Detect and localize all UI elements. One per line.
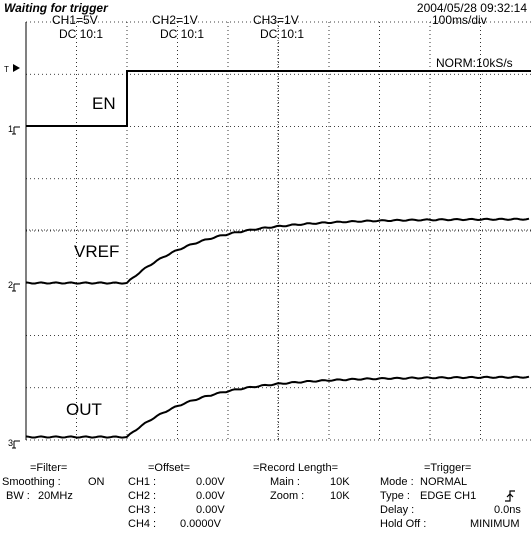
offset-ch1-value: 0.00V	[196, 476, 225, 488]
ch2-coupling: DC 10:1	[160, 27, 205, 41]
waveform-display: T 1 2 3	[4, 21, 531, 449]
trace-ch3-out	[25, 375, 530, 439]
offset-ch2-value: 0.00V	[196, 490, 225, 502]
trigger-holdoff-label: Hold Off :	[380, 518, 427, 530]
bandwidth-value: 20MHz	[38, 490, 73, 502]
offset-ch1-label: CH1 :	[128, 476, 157, 488]
trigger-holdoff-value: MINIMUM	[470, 518, 520, 530]
record-main-label: Main :	[270, 476, 300, 488]
filter-title: =Filter=	[30, 462, 68, 474]
trigger-delay-value: 0.0ns	[494, 504, 521, 516]
offset-ch3-value: 0.00V	[196, 504, 225, 516]
smoothing-value: ON	[88, 476, 105, 488]
trace-ch1-en	[26, 70, 531, 127]
status-text: Waiting for trigger	[4, 1, 108, 15]
svg-text:1: 1	[8, 124, 13, 134]
record-zoom-label: Zoom :	[270, 490, 305, 502]
datetime: 2004/05/28 09:32:14	[416, 1, 527, 15]
trigger-mode-label: Mode :	[380, 476, 414, 488]
svg-text:3: 3	[8, 438, 13, 448]
trigger-mode-value: NORMAL	[420, 476, 468, 488]
ch3-ground-marker: 3	[8, 438, 20, 449]
ch2-ground-marker: 2	[8, 280, 20, 292]
ch2-scale: CH2=1V	[152, 13, 198, 27]
record-title: =Record Length=	[253, 462, 339, 474]
offset-ch4-value: 0.0000V	[180, 518, 221, 530]
acquisition-mode: NORM:10kS/s	[436, 56, 513, 70]
offset-ch4-label: CH4 :	[128, 518, 157, 530]
ch3-scale: CH3=1V	[253, 13, 299, 27]
trigger-type-value: EDGE CH1	[420, 490, 477, 502]
trace-label-vref: VREF	[74, 242, 120, 261]
offset-title: =Offset=	[148, 462, 190, 474]
offset-ch2-label: CH2 :	[128, 490, 157, 502]
record-zoom-value: 10K	[330, 490, 350, 502]
trigger-title: =Trigger=	[424, 462, 472, 474]
ch3-coupling: DC 10:1	[260, 27, 305, 41]
trace-label-out: OUT	[66, 400, 102, 419]
smoothing-label: Smoothing :	[2, 476, 61, 488]
timebase: 100ms/div	[432, 13, 487, 27]
record-main-value: 10K	[330, 476, 350, 488]
ch1-coupling: DC 10:1	[59, 27, 104, 41]
trigger-type-label: Type :	[380, 490, 410, 502]
offset-ch3-label: CH3 :	[128, 504, 157, 516]
svg-text:2: 2	[8, 280, 13, 290]
trace-label-en: EN	[92, 94, 116, 113]
ch1-scale: CH1=5V	[52, 13, 98, 27]
trace-ch2-vref	[25, 217, 530, 285]
trigger-level-marker: T	[4, 64, 20, 74]
svg-text:T: T	[4, 65, 9, 74]
bandwidth-label: BW :	[6, 490, 30, 502]
trigger-delay-label: Delay :	[380, 504, 415, 516]
ch1-ground-marker: 1	[8, 124, 20, 135]
rising-edge-icon	[505, 490, 515, 502]
